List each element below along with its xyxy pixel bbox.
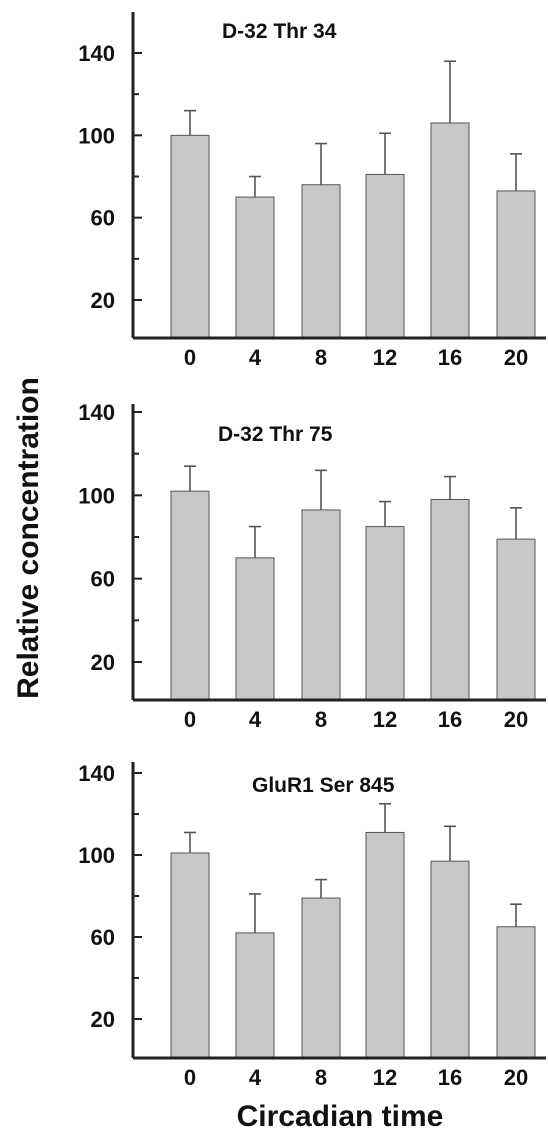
bar-ct-4 [235,557,275,701]
x-tick-label-12: 12 [373,707,397,732]
y-tick-label-60: 60 [91,567,115,592]
x-tick-label-4: 4 [249,707,262,732]
x-tick-label-20: 20 [504,345,528,370]
x-tick-label-16: 16 [438,707,462,732]
x-tick-label-16: 16 [438,1065,462,1090]
bar-ct-4 [235,932,275,1059]
bar-ct-0 [170,490,210,701]
y-tick-label-140: 140 [78,400,115,425]
panel-title: GluR1 Ser 845 [252,774,395,797]
bar-ct-0 [170,852,210,1059]
x-tick-label-0: 0 [184,1065,196,1090]
chart-panel-1: 20 60 100 140 0 4 8 12 16 20 D-32 Thr 34 [78,12,546,370]
bar-ct-20 [496,190,536,339]
bar-ct-12 [365,173,405,339]
x-axis-title: Circadian time [237,1100,444,1130]
y-tick-label-20: 20 [91,1007,115,1032]
bar-ct-0 [170,134,210,339]
x-tick-label-0: 0 [184,707,196,732]
bar-ct-12 [365,831,405,1059]
y-tick-label-100: 100 [78,483,115,508]
x-tick-label-4: 4 [249,345,262,370]
x-tick-label-8: 8 [315,345,327,370]
chart-panel-3: 20 60 100 140 0 4 8 12 16 20 GluR1 Ser 845 [78,761,546,1090]
bar-ct-12 [365,526,405,701]
panels: 20 60 100 140 0 4 8 12 16 20 D-32 Thr 34 20 60 100 140… [78,12,546,1090]
x-tick-label-12: 12 [373,345,397,370]
y-tick-label-60: 60 [91,925,115,950]
y-tick-label-20: 20 [91,288,115,313]
y-tick-label-20: 20 [91,650,115,675]
y-tick-label-60: 60 [91,206,115,231]
panel-title: D-32 Thr 34 [222,20,337,43]
bar-ct-16 [430,499,470,701]
x-tick-label-12: 12 [373,1065,397,1090]
x-tick-label-16: 16 [438,345,462,370]
x-tick-label-4: 4 [249,1065,262,1090]
bar-ct-20 [496,926,536,1059]
chart-panel-2: 20 60 100 140 0 4 8 12 16 20 D-32 Thr 75 [78,400,546,732]
bar-ct-20 [496,538,536,701]
x-tick-label-20: 20 [504,707,528,732]
x-tick-label-8: 8 [315,707,327,732]
x-tick-label-0: 0 [184,345,196,370]
bar-ct-8 [301,184,341,339]
x-tick-label-8: 8 [315,1065,327,1090]
y-tick-label-140: 140 [78,41,115,66]
x-tick-label-20: 20 [504,1065,528,1090]
bar-ct-8 [301,509,341,701]
y-axis-title: Relative concentration [12,377,45,699]
bar-ct-16 [430,122,470,339]
bar-ct-16 [430,860,470,1059]
y-tick-label-140: 140 [78,761,115,786]
panel-title: D-32 Thr 75 [218,423,333,446]
bar-ct-4 [235,196,275,339]
bar-ct-8 [301,897,341,1059]
y-tick-label-100: 100 [78,843,115,868]
y-tick-label-100: 100 [78,123,115,148]
